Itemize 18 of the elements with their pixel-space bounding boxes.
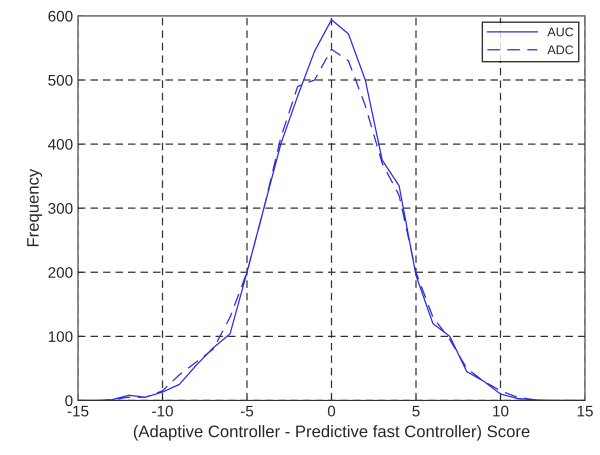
x-tick-label: -15 (68, 406, 88, 416)
y-tick-label: 600 (48, 10, 73, 22)
y-tick-label: 300 (48, 203, 73, 214)
x-tick-label: -10 (152, 406, 173, 416)
legend-label: ADC (547, 45, 574, 54)
y-tick-label: 100 (48, 331, 73, 342)
y-tick-label: 500 (48, 74, 73, 86)
x-tick-label: -5 (240, 406, 254, 416)
y-axis-title: Frequency (27, 168, 42, 246)
y-tick-label: 0 (65, 395, 73, 406)
x-axis-title: (Adaptive Controller - Predictive fast Controller) Score (134, 425, 530, 441)
x-tick-label: 0 (328, 406, 336, 416)
x-tick-label: 5 (412, 406, 420, 416)
x-tick-label: 15 (578, 406, 593, 416)
x-tick-label: 10 (493, 406, 508, 416)
y-tick-label: 200 (48, 267, 73, 278)
y-tick-label: 400 (48, 138, 73, 150)
legend-label: AUC (547, 28, 574, 36)
